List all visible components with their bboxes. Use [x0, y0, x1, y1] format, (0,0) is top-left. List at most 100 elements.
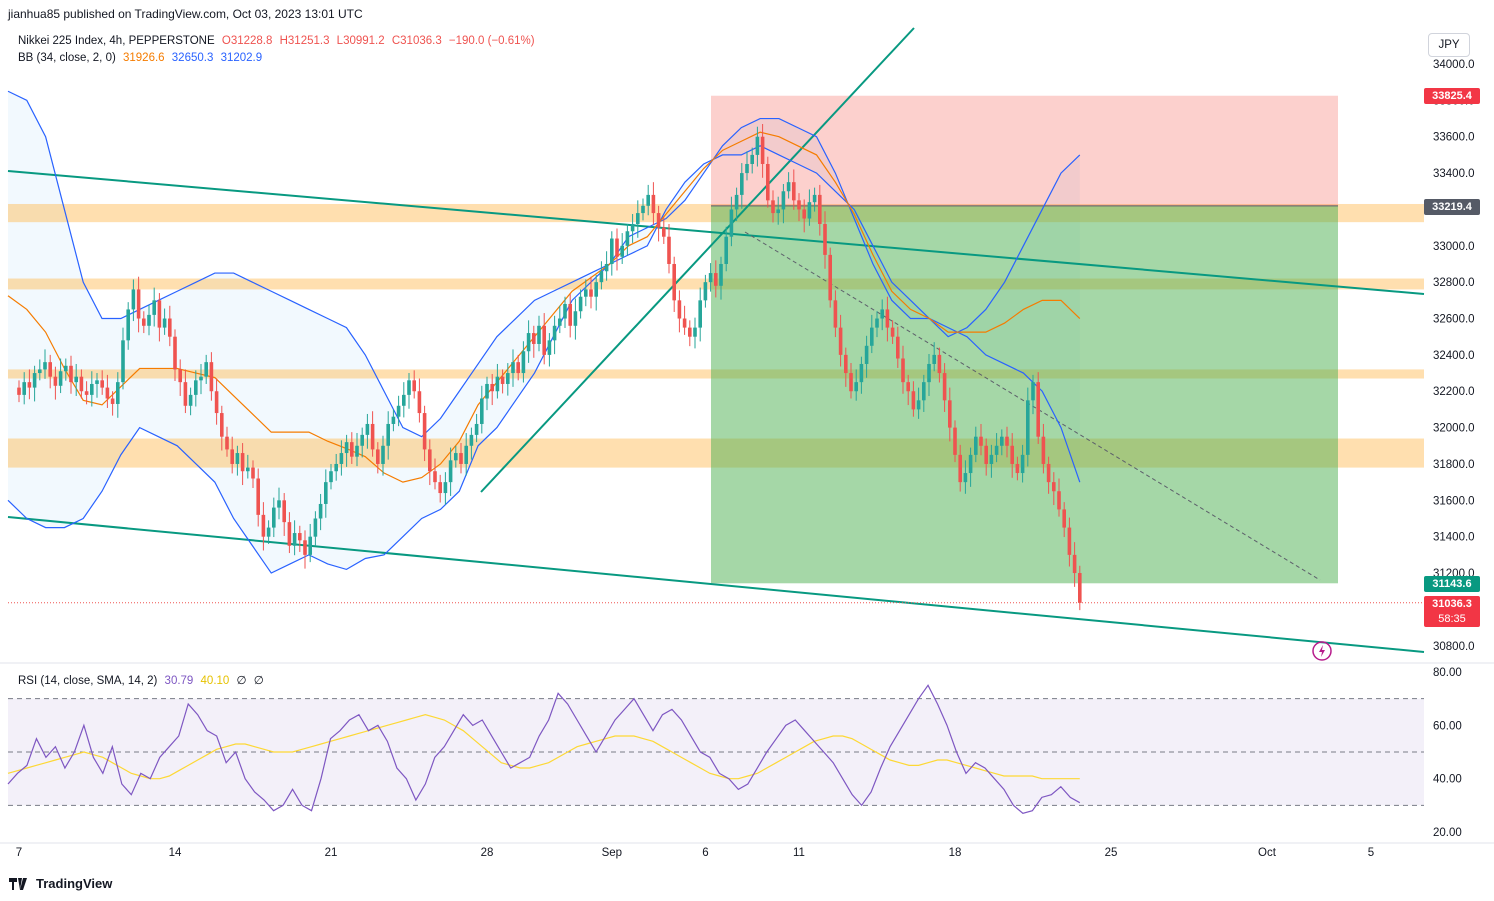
candle-body [27, 382, 32, 388]
rsi-title[interactable]: RSI (14, close, SMA, 14, 2) [18, 675, 158, 687]
candle-body [760, 136, 765, 164]
candle-body [662, 227, 666, 237]
candle-body [558, 318, 562, 326]
rsi-line [7, 684, 1081, 815]
candle-body [833, 300, 838, 328]
candle-body [251, 467, 255, 479]
candle-body [58, 371, 63, 386]
candle-body [958, 454, 962, 483]
candle-body [433, 471, 437, 483]
candle-body [204, 362, 208, 377]
time-axis-label: 25 [1105, 847, 1118, 859]
candle-body [168, 318, 172, 337]
bb-basis-value: 31926.6 [123, 52, 165, 64]
publisher-line: jianhua85 published on TradingView.com, … [8, 7, 363, 21]
candle-body [807, 202, 812, 219]
candle-body [183, 382, 188, 406]
candle-body [287, 522, 292, 546]
legend-close: C31036.3 [391, 35, 442, 47]
candle-body [734, 194, 739, 210]
candle-body [428, 449, 432, 472]
time-axis-label: 28 [481, 847, 494, 859]
candle-body [225, 436, 229, 450]
candle-body [547, 340, 552, 355]
bb-title[interactable]: BB (34, close, 2, 0) [18, 52, 116, 64]
candle-body [708, 273, 713, 283]
rsi-axis-label: 40.00 [1433, 774, 1462, 786]
candle-body [43, 362, 47, 370]
candle-body [1031, 382, 1035, 401]
candle-body [724, 236, 728, 264]
last-price-tag: 31036.3 [1424, 596, 1480, 612]
candle-body [402, 394, 406, 406]
candle-body [485, 383, 489, 399]
candle-body [360, 434, 364, 446]
candle-body [105, 387, 110, 399]
candle-body [1010, 445, 1014, 464]
bb-upper-value: 32650.3 [171, 52, 214, 64]
candle-body [667, 236, 671, 264]
rsi-sma-value: 40.10 [200, 675, 230, 687]
legend-symbol[interactable]: Nikkei 225 Index, 4h, PEPPERSTONE [18, 35, 215, 47]
candle-body [584, 289, 588, 297]
currency-button[interactable]: JPY [1428, 33, 1470, 57]
candle-body [407, 380, 411, 395]
candle-body [69, 365, 73, 383]
candle-body [1078, 573, 1082, 603]
candle-body [500, 376, 505, 384]
candle-body [1000, 436, 1004, 446]
candle-body [1067, 527, 1072, 555]
price-axis-label: 31800.0 [1433, 459, 1475, 471]
price-axis-label: 32400.0 [1433, 350, 1475, 362]
candle-body [942, 373, 947, 401]
candle-body [521, 351, 526, 374]
legend-high: H31251.3 [279, 35, 330, 47]
candle-body [984, 445, 988, 464]
candle-body [64, 365, 68, 372]
candle-body [797, 200, 801, 210]
candle-body [656, 213, 661, 228]
candle-body [17, 387, 21, 395]
candle-body [266, 527, 271, 537]
candle-body [308, 536, 312, 555]
candle-body [324, 482, 328, 504]
candle-body [516, 362, 520, 374]
candle-body [974, 436, 978, 455]
candle-body [968, 454, 973, 474]
candle-body [948, 400, 952, 428]
candle-body [896, 336, 900, 359]
tradingview-logo[interactable]: TradingView [9, 876, 112, 891]
candle-body [199, 376, 203, 381]
candle-body [162, 318, 167, 328]
candle-body [464, 445, 468, 464]
candle-body [282, 500, 286, 523]
candle-body [599, 271, 604, 283]
candle-body [147, 314, 151, 326]
candle-body [469, 434, 474, 446]
candle-body [152, 300, 156, 315]
candle-body [771, 200, 775, 214]
time-axis-label: 5 [1368, 847, 1374, 859]
candle-body [615, 238, 619, 257]
candle-body [750, 154, 754, 164]
candle-body [495, 376, 500, 392]
candle-body [927, 363, 931, 383]
candle-body [688, 327, 692, 337]
candle-body [1072, 554, 1077, 574]
candle-body [121, 340, 125, 383]
candle-body [214, 391, 219, 414]
candle-body [303, 540, 307, 555]
price-axis-label: 34000.0 [1433, 59, 1475, 71]
candle-body [740, 173, 744, 195]
candle-body [1020, 454, 1025, 474]
candle-body [963, 473, 968, 483]
candle-body [386, 423, 390, 446]
candle-body [277, 500, 281, 508]
candle-body [178, 369, 182, 383]
candle-body [745, 163, 749, 174]
candle-body [682, 318, 687, 328]
candle-body [651, 194, 656, 214]
candle-body [818, 194, 822, 224]
candle-body [537, 325, 541, 344]
